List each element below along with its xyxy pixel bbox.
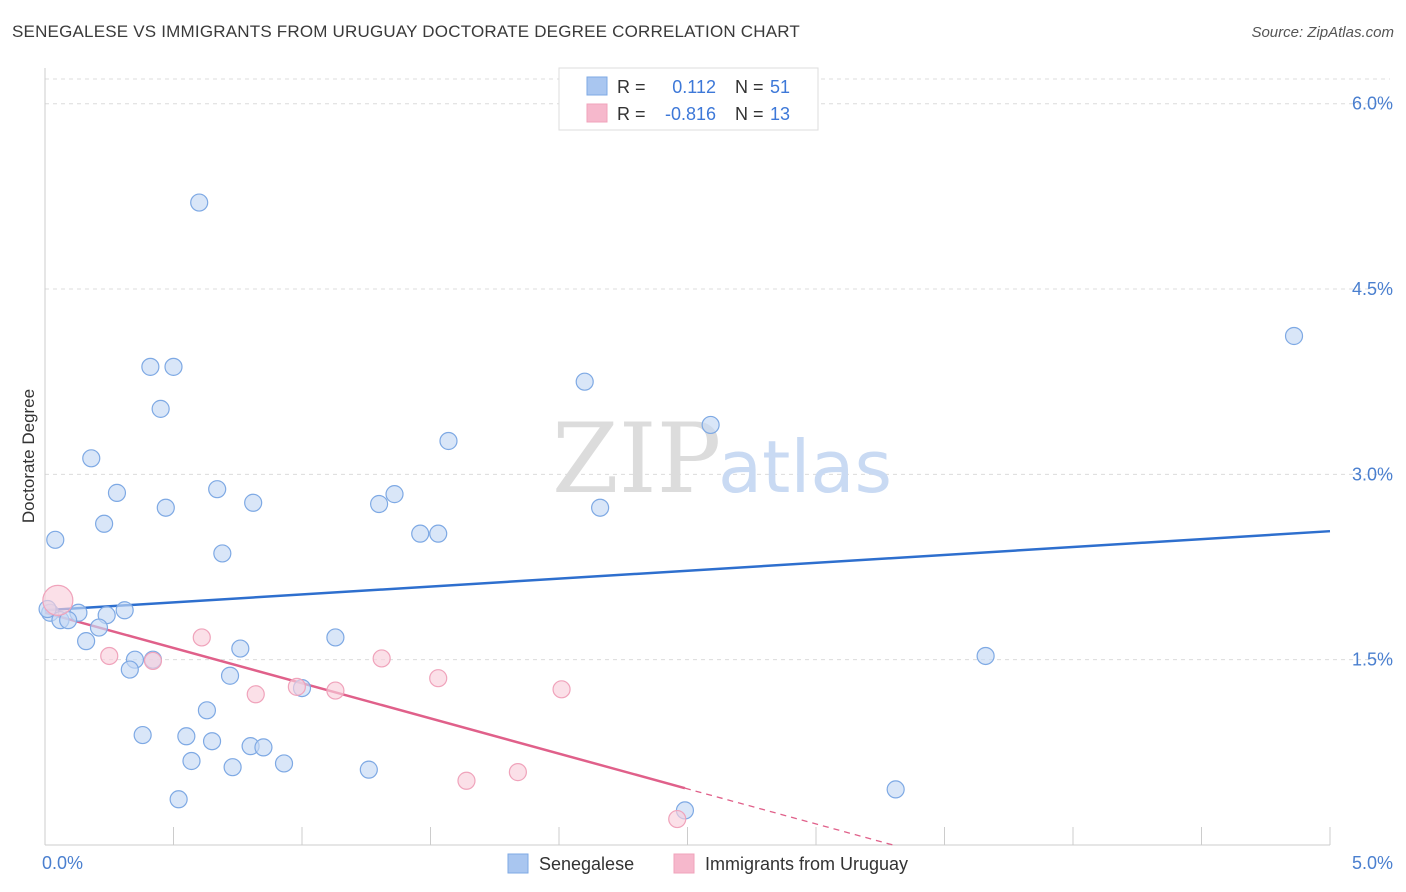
point-0-33 (182, 751, 201, 771)
point-0-34 (223, 758, 242, 777)
legend-r-value-0: 0.112 (672, 77, 716, 97)
point-0-38 (370, 494, 389, 514)
y-tick-label-0: 1.5% (1352, 650, 1393, 670)
point-1-5 (287, 677, 306, 696)
point-0-36 (359, 760, 378, 779)
point-0-11 (213, 544, 232, 563)
point-1-9 (552, 680, 571, 699)
point-1-4 (246, 685, 265, 704)
legend-series-swatch-0 (507, 853, 529, 874)
point-0-27 (197, 701, 217, 720)
point-0-42 (439, 431, 458, 451)
legend-series-label-0: Senegalese (539, 854, 634, 874)
point-0-8 (244, 493, 263, 512)
point-0-12 (115, 601, 134, 620)
watermark-zip: ZIP (552, 403, 721, 515)
legend-n-value-0: 51 (770, 77, 790, 97)
point-0-24 (120, 660, 139, 679)
y-tick-label-2: 4.5% (1352, 279, 1393, 299)
source-label: Source: ZipAtlas.com (1251, 24, 1394, 41)
point-1-1 (100, 646, 119, 666)
point-0-21 (326, 628, 345, 647)
point-0-32 (254, 738, 273, 757)
point-0-6 (208, 480, 227, 499)
point-0-45 (701, 415, 720, 435)
grid-lines (45, 78, 1390, 661)
y-tick-label-1: 3.0% (1352, 464, 1393, 484)
point-1-12 (668, 809, 687, 829)
point-0-5 (107, 483, 127, 502)
point-0-19 (77, 632, 96, 651)
legend-n-label-0: N = (735, 77, 764, 97)
point-0-37 (169, 790, 188, 809)
point-0-47 (886, 780, 905, 799)
legend-swatch-1 (586, 103, 608, 123)
legend-series: Senegalese Immigrants from Uruguay (507, 853, 908, 874)
legend-r-value-1: -0.816 (665, 104, 716, 124)
legend-series-label-1: Immigrants from Uruguay (705, 854, 908, 874)
point-0-29 (177, 727, 196, 746)
legend-n-value-1: 13 (770, 104, 790, 124)
legend-r-label-0: R = (617, 77, 646, 97)
x-tick-label-0: 0.0% (42, 853, 83, 873)
legend-swatch-0 (586, 76, 608, 96)
point-0-10 (46, 530, 65, 549)
point-0-30 (202, 732, 222, 751)
trend-line-1 (44, 611, 686, 790)
y-tick-labels: 1.5% 3.0% 4.5% 6.0% (1352, 94, 1393, 670)
point-0-39 (385, 485, 404, 504)
point-0-49 (1284, 326, 1304, 346)
point-1-10 (457, 771, 476, 790)
point-0-0 (190, 193, 209, 212)
watermark-atlas: atlas (718, 425, 892, 509)
point-0-3 (151, 399, 170, 418)
point-1-2 (143, 651, 163, 671)
point-0-7 (156, 498, 175, 517)
point-1-6 (326, 681, 345, 700)
axes (44, 68, 1331, 846)
point-0-40 (411, 524, 430, 543)
legend-n-label-1: N = (735, 104, 764, 124)
point-0-2 (164, 357, 183, 376)
point-0-35 (274, 754, 294, 773)
point-0-4 (82, 449, 101, 468)
trend-lines (44, 529, 1331, 846)
point-0-41 (429, 524, 448, 543)
point-0-9 (95, 514, 114, 533)
y-axis-label: Doctorate Degree (19, 389, 38, 523)
point-0-44 (591, 498, 610, 517)
point-0-1 (141, 357, 160, 376)
legend-r-label-1: R = (617, 104, 646, 124)
chart-title: SENEGALESE VS IMMIGRANTS FROM URUGUAY DO… (12, 22, 801, 41)
x-tick-label-1: 5.0% (1352, 853, 1393, 873)
x-tick-labels: 0.0% 5.0% (42, 853, 1393, 873)
point-1-0 (42, 584, 74, 616)
watermark: ZIP atlas (552, 403, 892, 515)
trend-extension-1 (684, 787, 894, 846)
point-0-46 (976, 646, 995, 666)
point-1-11 (508, 763, 527, 782)
point-1-3 (192, 628, 211, 647)
point-1-7 (372, 649, 391, 668)
point-0-20 (231, 639, 250, 658)
point-0-43 (575, 372, 594, 391)
legend-stats: R = 0.112 N = 51 R = -0.816 N = 13 (558, 67, 819, 131)
point-0-25 (220, 666, 240, 685)
data-points (38, 193, 1304, 829)
y-tick-label-3: 6.0% (1352, 94, 1393, 114)
trend-line-0 (44, 529, 1331, 612)
point-1-8 (429, 669, 448, 688)
point-0-18 (89, 618, 109, 637)
point-0-28 (133, 725, 152, 745)
legend-series-swatch-1 (673, 853, 695, 874)
